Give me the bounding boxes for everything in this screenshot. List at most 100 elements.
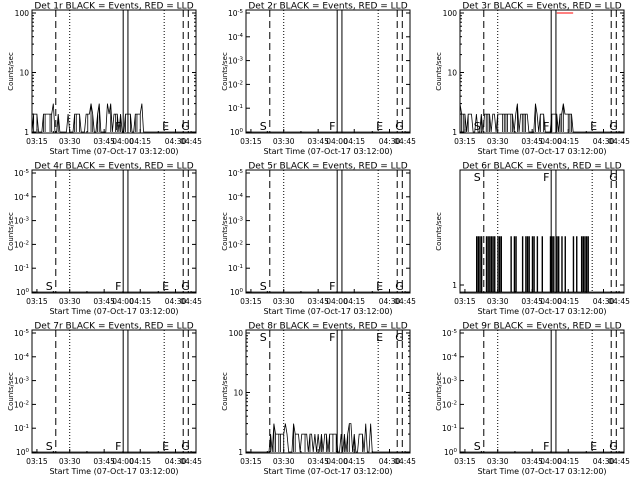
x-tick-label: 04:15 (557, 457, 579, 466)
panel-title: Det 7r BLACK = Events, RED = LLD (34, 322, 193, 332)
marker-label-f: F (329, 120, 335, 133)
y-tick-label: 100 (230, 128, 244, 137)
x-tick-label: 04:30 (165, 137, 187, 146)
x-tick-label: 03:30 (487, 457, 509, 466)
panel-title: Det 4r BLACK = Events, RED = LLD (34, 162, 193, 172)
y-tick-label: 10-5 (14, 169, 30, 178)
marker-label-e: E (162, 440, 169, 453)
marker-label-f: F (543, 120, 549, 133)
plot-frame (31, 169, 197, 294)
y-tick-label: 10-4 (14, 193, 30, 202)
x-axis-label: Start Time (07-Oct-17 03:12:00) (263, 147, 392, 156)
y-tick-label: 100 (15, 9, 30, 18)
x-tick-label: 04:00 (112, 297, 134, 306)
plot-frame (459, 9, 625, 134)
x-tick-label: 04:30 (593, 457, 615, 466)
y-tick-label: 100 (229, 329, 244, 338)
y-tick-label: 10-1 (228, 264, 243, 273)
y-tick-label: 1 (238, 448, 243, 457)
y-tick-label: 10-5 (14, 329, 30, 338)
x-tick-label: 04:15 (343, 457, 365, 466)
y-tick-label: 10-3 (228, 57, 244, 66)
x-tick-label: 04:45 (608, 137, 630, 146)
panel-title: Det 2r BLACK = Events, RED = LLD (248, 2, 407, 12)
x-tick-label: 04:30 (379, 457, 401, 466)
y-tick-label: 100 (443, 9, 458, 18)
x-tick-label: 04:15 (129, 137, 151, 146)
y-axis-label: Counts/sec (435, 372, 443, 411)
x-tick-label: 04:15 (129, 457, 151, 466)
x-tick-label: 03:45 (93, 137, 115, 146)
panel-det-9: Det 9r BLACK = Events, RED = LLD Counts/s… (435, 322, 630, 477)
x-tick-label: 04:45 (180, 457, 202, 466)
y-tick-label: 100 (444, 448, 458, 457)
x-tick-label: 03:15 (454, 297, 476, 306)
panel-det-7: Det 7r BLACK = Events, RED = LLD Counts/s… (7, 322, 202, 477)
x-tick-label: 04:45 (608, 297, 630, 306)
y-tick-label: 10-3 (14, 377, 30, 386)
marker-label-f: F (543, 440, 549, 453)
marker-label-e: E (162, 280, 169, 293)
x-tick-label: 03:45 (521, 297, 543, 306)
x-tick-label: 03:30 (59, 297, 81, 306)
x-tick-label: 04:30 (593, 137, 615, 146)
y-tick-label: 10-4 (14, 353, 30, 362)
events-trace (31, 103, 196, 133)
y-axis-label: Counts/sec (7, 372, 15, 411)
marker-label-g: G (609, 440, 618, 453)
marker-label-e: E (590, 120, 597, 133)
plot-frame (245, 329, 411, 454)
panel-det-2: Det 2r BLACK = Events, RED = LLD Counts/s… (221, 2, 416, 157)
y-axis-label: Counts/sec (435, 52, 443, 91)
marker-label-f: F (115, 280, 121, 293)
y-axis-label: Counts/sec (221, 372, 229, 411)
x-axis-label: Start Time (07-Oct-17 03:12:00) (49, 147, 178, 156)
x-tick-label: 03:15 (26, 457, 48, 466)
y-tick-label: 10-3 (14, 217, 30, 226)
plot-frame (459, 329, 625, 454)
plot-frame (31, 329, 197, 454)
x-tick-label: 04:30 (165, 297, 187, 306)
y-tick-label: 10 (19, 69, 29, 78)
marker-label-s: S (46, 440, 53, 453)
marker-label-e: E (376, 120, 383, 133)
y-tick-label: 100 (16, 288, 30, 297)
y-tick-label: 1 (24, 128, 29, 137)
marker-label-s: S (474, 440, 481, 453)
y-tick-label: 100 (16, 448, 30, 457)
x-tick-label: 03:30 (273, 137, 295, 146)
x-axis-label: Start Time (07-Oct-17 03:12:00) (477, 147, 606, 156)
y-tick-label: 10-1 (228, 104, 243, 113)
x-tick-label: 03:15 (26, 137, 48, 146)
y-axis-label: Counts/sec (7, 212, 15, 251)
x-tick-label: 04:00 (540, 457, 562, 466)
y-tick-label: 10-5 (228, 169, 244, 178)
marker-label-e: E (162, 120, 169, 133)
x-tick-label: 04:00 (112, 457, 134, 466)
x-tick-label: 03:30 (59, 457, 81, 466)
x-tick-label: 03:15 (240, 137, 262, 146)
y-tick-label: 100 (230, 288, 244, 297)
x-tick-label: 04:00 (540, 137, 562, 146)
x-axis-label: Start Time (07-Oct-17 03:12:00) (49, 307, 178, 316)
y-tick-label: 10-4 (228, 33, 244, 42)
marker-label-s: S (260, 280, 267, 293)
panel-det-6: Det 6r BLACK = Events, RED = LLD Counts/s… (435, 162, 630, 317)
x-axis-label: Start Time (07-Oct-17 03:12:00) (263, 307, 392, 316)
marker-label-g: G (609, 120, 618, 133)
y-tick-label: 10-2 (228, 80, 243, 89)
marker-label-g: G (395, 331, 404, 344)
marker-label-f: F (115, 440, 121, 453)
x-axis-label: Start Time (07-Oct-17 03:12:00) (49, 467, 178, 476)
x-tick-label: 04:45 (180, 137, 202, 146)
x-tick-label: 03:15 (26, 297, 48, 306)
y-tick-label: 10-4 (442, 353, 458, 362)
y-tick-label: 10-5 (442, 329, 458, 338)
y-tick-label: 10-5 (228, 9, 244, 18)
y-tick-label: 10-3 (442, 377, 458, 386)
x-tick-label: 04:00 (326, 137, 348, 146)
y-axis-label: Counts/sec (221, 52, 229, 91)
marker-label-g: G (395, 120, 404, 133)
y-tick-label: 10-1 (442, 424, 457, 433)
x-tick-label: 04:00 (326, 457, 348, 466)
